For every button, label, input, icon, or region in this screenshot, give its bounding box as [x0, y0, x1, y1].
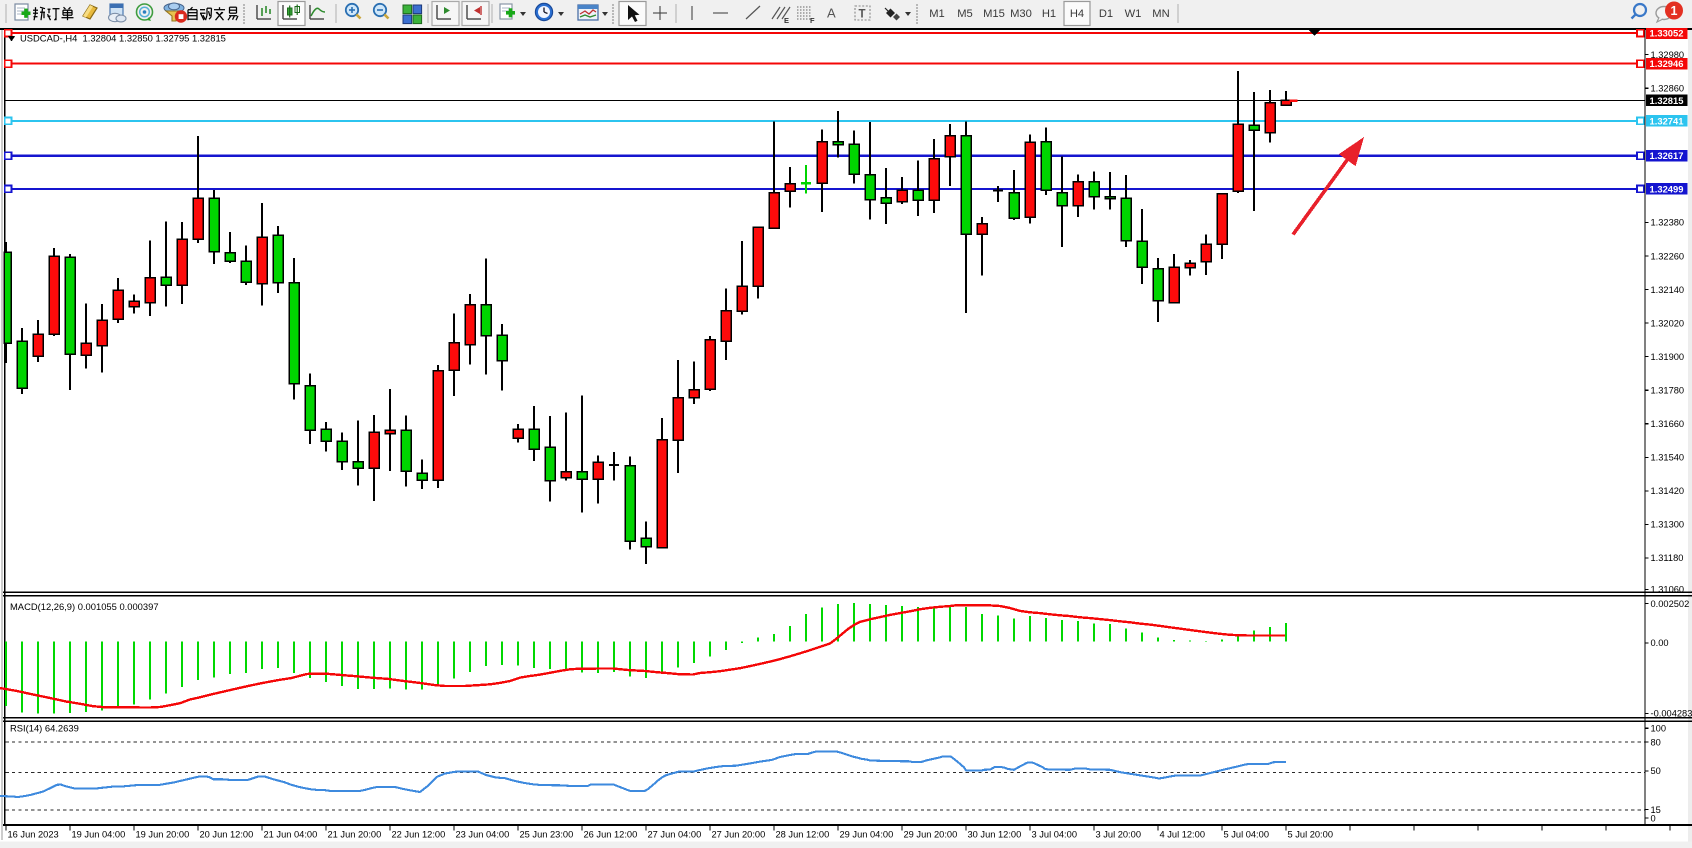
- svg-text:1.32020: 1.32020: [1651, 318, 1685, 328]
- svg-text:27 Jun 20:00: 27 Jun 20:00: [712, 830, 766, 840]
- svg-text:19 Jun 04:00: 19 Jun 04:00: [72, 830, 126, 840]
- svg-text:22 Jun 12:00: 22 Jun 12:00: [392, 830, 446, 840]
- svg-text:15: 15: [1651, 805, 1661, 815]
- svg-text:29 Jun 20:00: 29 Jun 20:00: [904, 830, 958, 840]
- svg-text:50: 50: [1651, 766, 1661, 776]
- svg-text:3 Jul 20:00: 3 Jul 20:00: [1096, 830, 1142, 840]
- svg-text:M5: M5: [957, 8, 973, 20]
- svg-text:20 Jun 12:00: 20 Jun 12:00: [200, 830, 254, 840]
- svg-text:0: 0: [1651, 813, 1656, 823]
- svg-text:27 Jun 04:00: 27 Jun 04:00: [648, 830, 702, 840]
- svg-text:H4: H4: [1070, 8, 1084, 20]
- svg-text:0.002502: 0.002502: [1651, 599, 1690, 609]
- svg-text:1.31780: 1.31780: [1651, 386, 1685, 396]
- svg-text:E: E: [784, 16, 789, 25]
- svg-text:USDCAD-,H4 1.32804 1.32850 1.: USDCAD-,H4 1.32804 1.32850 1.32795 1.328…: [20, 32, 226, 43]
- svg-text:80: 80: [1651, 737, 1661, 747]
- svg-text:1.31420: 1.31420: [1651, 486, 1685, 496]
- svg-text:RSI(14) 64.2639: RSI(14) 64.2639: [10, 722, 79, 733]
- svg-text:5 Jul 20:00: 5 Jul 20:00: [1288, 830, 1334, 840]
- svg-text:1: 1: [1671, 4, 1678, 18]
- svg-text:1.32140: 1.32140: [1651, 285, 1685, 295]
- svg-text:21 Jun 04:00: 21 Jun 04:00: [264, 830, 318, 840]
- svg-text:1.32980: 1.32980: [1651, 50, 1685, 60]
- svg-text:M15: M15: [983, 8, 1005, 20]
- svg-text:1.31300: 1.31300: [1651, 520, 1685, 530]
- svg-text:1.31540: 1.31540: [1651, 453, 1685, 463]
- svg-text:26 Jun 12:00: 26 Jun 12:00: [584, 830, 638, 840]
- svg-text:100: 100: [1651, 724, 1667, 734]
- svg-text:23 Jun 04:00: 23 Jun 04:00: [456, 830, 510, 840]
- svg-text:16 Jun 2023: 16 Jun 2023: [8, 830, 59, 840]
- svg-text:30 Jun 12:00: 30 Jun 12:00: [968, 830, 1022, 840]
- svg-text:1.32741: 1.32741: [1650, 115, 1684, 126]
- svg-text:19 Jun 20:00: 19 Jun 20:00: [136, 830, 190, 840]
- svg-text:1.32617: 1.32617: [1650, 150, 1684, 161]
- svg-text:M30: M30: [1010, 8, 1032, 20]
- svg-text:1.31060: 1.31060: [1651, 585, 1685, 595]
- svg-text:F: F: [810, 16, 815, 25]
- svg-text:29 Jun 04:00: 29 Jun 04:00: [840, 830, 894, 840]
- svg-text:A: A: [827, 6, 836, 21]
- svg-text:MACD(12,26,9) 0.001055 0.00039: MACD(12,26,9) 0.001055 0.000397: [10, 601, 159, 612]
- svg-text:T: T: [859, 9, 866, 21]
- svg-text:5 Jul 04:00: 5 Jul 04:00: [1224, 830, 1270, 840]
- svg-text:M1: M1: [929, 8, 945, 20]
- svg-text:4 Jul 12:00: 4 Jul 12:00: [1160, 830, 1206, 840]
- svg-text:1.31900: 1.31900: [1651, 352, 1685, 362]
- svg-text:W1: W1: [1125, 8, 1142, 20]
- svg-text:1.31180: 1.31180: [1651, 553, 1684, 563]
- svg-text:0.00: 0.00: [1651, 638, 1669, 648]
- svg-text:1.33052: 1.33052: [1650, 28, 1684, 38]
- svg-text:1.31660: 1.31660: [1651, 419, 1685, 429]
- svg-text:H1: H1: [1042, 8, 1056, 20]
- svg-text:MN: MN: [1152, 8, 1169, 20]
- svg-text:28 Jun 12:00: 28 Jun 12:00: [776, 830, 830, 840]
- svg-text:1.32815: 1.32815: [1650, 95, 1684, 106]
- svg-text:D1: D1: [1099, 8, 1113, 20]
- svg-text:1.32946: 1.32946: [1650, 58, 1684, 69]
- svg-text:1.32380: 1.32380: [1651, 218, 1685, 228]
- svg-text:1.32260: 1.32260: [1651, 251, 1685, 261]
- svg-text:-0.004283: -0.004283: [1651, 709, 1692, 719]
- svg-text:21 Jun 20:00: 21 Jun 20:00: [328, 830, 382, 840]
- svg-text:1.32860: 1.32860: [1651, 84, 1685, 94]
- svg-text:1.32499: 1.32499: [1650, 183, 1684, 194]
- svg-text:3 Jul 04:00: 3 Jul 04:00: [1032, 830, 1078, 840]
- svg-text:25 Jun 23:00: 25 Jun 23:00: [520, 830, 574, 840]
